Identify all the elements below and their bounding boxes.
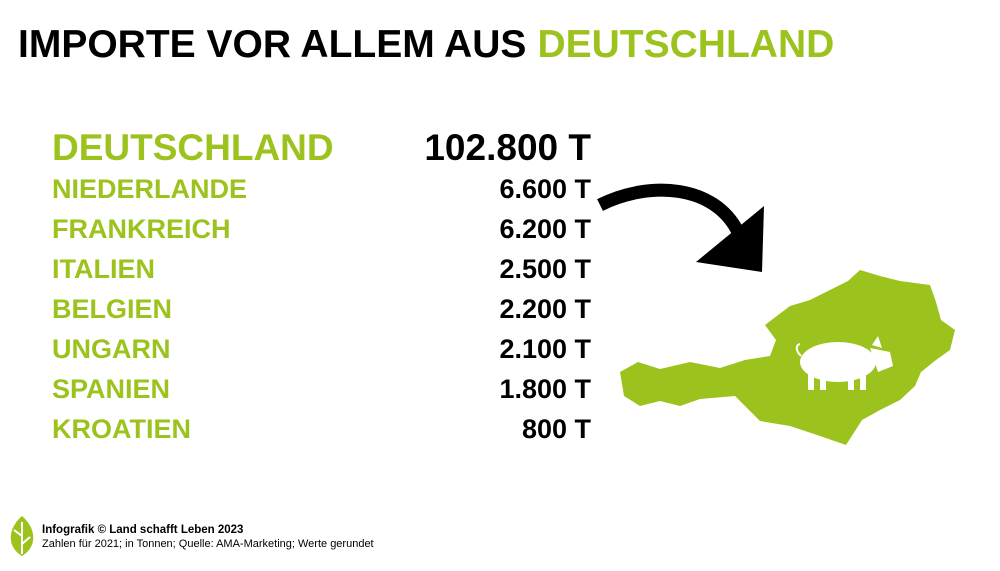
austria-map (620, 270, 955, 445)
import-amount: 1.800 T (499, 374, 591, 404)
country-name: SPANIEN (52, 374, 170, 404)
import-amount: 6.600 T (499, 174, 591, 204)
country-name: DEUTSCHLAND (52, 127, 334, 168)
import-amount: 2.200 T (499, 294, 591, 324)
import-amount: 2.500 T (499, 254, 591, 284)
logo (10, 516, 34, 556)
import-amount: 800 T (522, 414, 592, 444)
footer-credit: Infografik © Land schafft Leben 2023 (42, 524, 243, 536)
title-highlight: DEUTSCHLAND (537, 23, 834, 66)
country-name: UNGARN (52, 334, 171, 364)
arrow-shaft (597, 183, 744, 236)
title-text: IMPORTE VOR ALLEM AUS (18, 23, 526, 66)
country-name: FRANKREICH (52, 214, 231, 244)
import-amount: 2.100 T (499, 334, 591, 364)
import-amount: 102.800 T (424, 127, 591, 168)
country-name: ITALIEN (52, 254, 155, 284)
country-name: KROATIEN (52, 414, 191, 444)
import-amount: 6.200 T (499, 214, 591, 244)
country-name: NIEDERLANDE (52, 174, 247, 204)
country-name: BELGIEN (52, 294, 172, 324)
footer-note: Zahlen für 2021; in Tonnen; Quelle: AMA-… (42, 538, 374, 550)
arrow-head (696, 206, 764, 272)
pig-icon (795, 336, 893, 390)
title: IMPORTE VOR ALLEM AUS DEUTSCHLAND (18, 23, 834, 66)
